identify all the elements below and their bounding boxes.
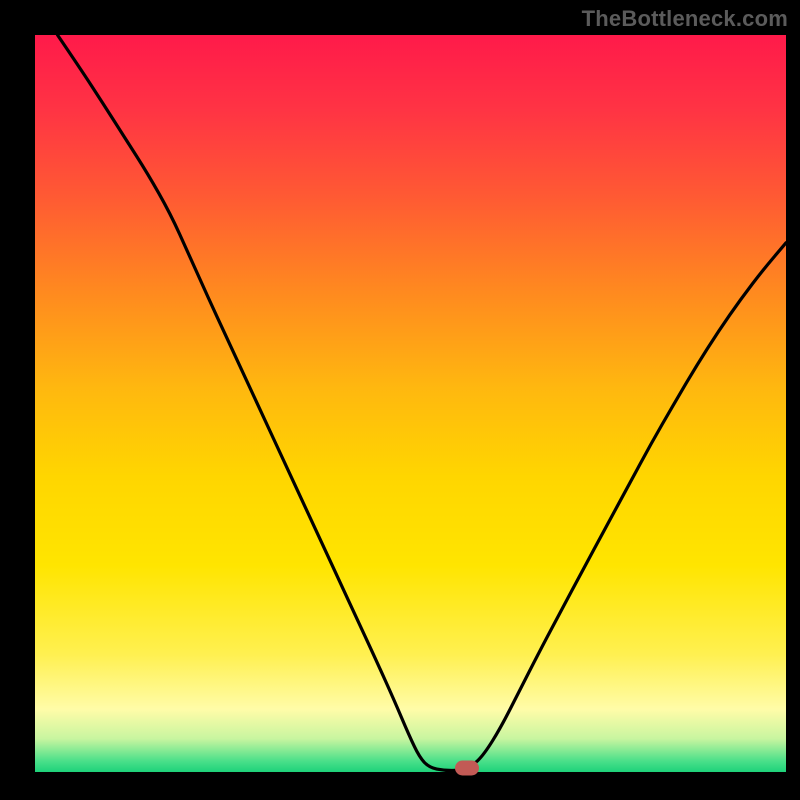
chart-root: TheBottleneck.com [0, 0, 800, 800]
bottleneck-marker [455, 760, 479, 775]
chart-svg [0, 0, 800, 800]
watermark-text: TheBottleneck.com [582, 6, 788, 32]
